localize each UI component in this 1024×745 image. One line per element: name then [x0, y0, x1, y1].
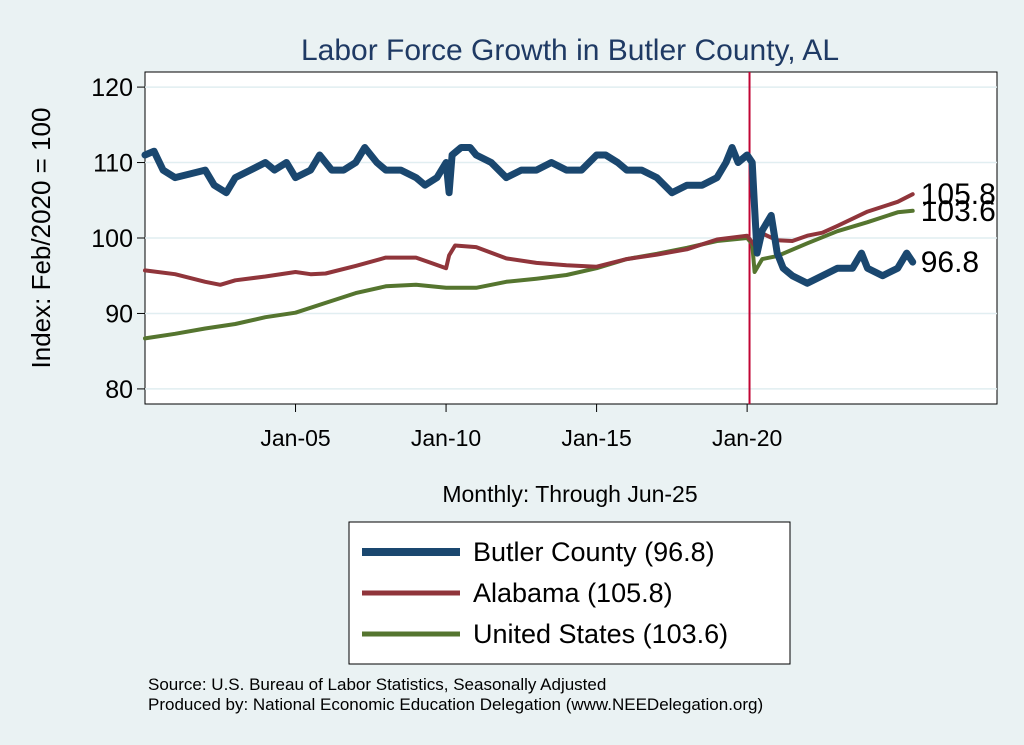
- series-line-butler-county: [141, 144, 917, 287]
- x-axis: Jan-05 Jan-10 Jan-15 Jan-20: [260, 404, 782, 451]
- legend-items: Butler County (96.8) Alabama (105.8) Unite…: [362, 537, 728, 649]
- end-label-alabama: 105.8: [921, 178, 996, 211]
- series-layer: [141, 144, 917, 341]
- x-tick-label: Jan-20: [712, 425, 782, 451]
- y-tick-label: 110: [93, 150, 133, 178]
- legend-label: Alabama (105.8): [473, 578, 673, 608]
- end-label-united-states: 103.6: [921, 195, 996, 228]
- y-axis: 80 90 100 110 120: [91, 74, 145, 404]
- legend-label: United States (103.6): [473, 619, 728, 649]
- series-line-united-states: [143, 208, 915, 341]
- y-tick-label: 100: [91, 225, 133, 253]
- producer-line: Produced by: National Economic Education…: [148, 695, 763, 714]
- y-tick-label: 120: [91, 74, 133, 102]
- series-line-alabama: [143, 192, 915, 287]
- y-tick-label: 90: [105, 300, 133, 328]
- y-axis-label: Index: Feb/2020 = 100: [26, 108, 56, 369]
- source-line: Source: U.S. Bureau of Labor Statistics,…: [148, 675, 606, 694]
- x-axis-label: Monthly: Through Jun-25: [442, 481, 697, 507]
- x-tick-label: Jan-10: [411, 425, 481, 451]
- legend-label: Butler County (96.8): [473, 537, 715, 567]
- x-tick-label: Jan-05: [260, 425, 330, 451]
- x-tick-label: Jan-15: [561, 425, 631, 451]
- end-label-butler-county: 96.8: [921, 246, 979, 279]
- chart-title: Labor Force Growth in Butler County, AL: [301, 34, 839, 67]
- y-tick-label: 80: [105, 376, 133, 404]
